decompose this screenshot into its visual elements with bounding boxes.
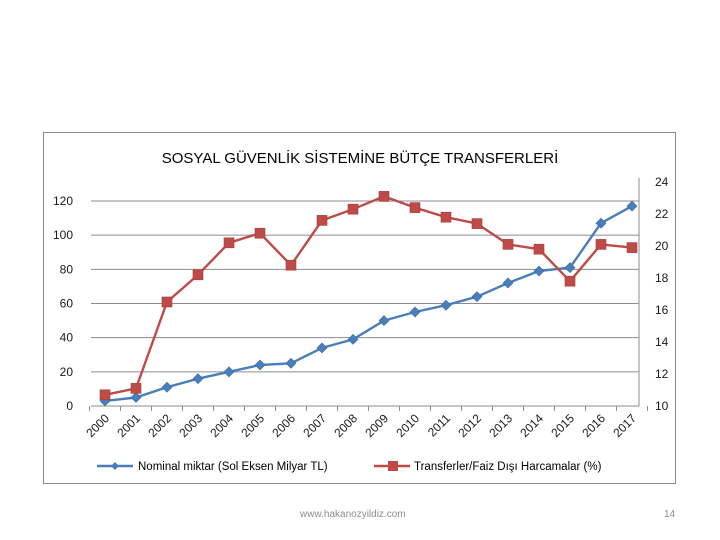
legend-marker-1 [111, 462, 119, 470]
series-1-point [286, 358, 296, 368]
series-1-point [627, 201, 637, 211]
series-2-point [224, 238, 234, 248]
left-axis-tick-label: 40 [60, 331, 74, 345]
x-axis-tick-label: 2002 [145, 411, 174, 440]
series-2-point [255, 228, 265, 238]
x-axis-tick-label: 2007 [300, 411, 329, 440]
series-1-point [410, 307, 420, 317]
right-axis-tick-label: 16 [655, 303, 669, 317]
x-axis-tick-label: 2012 [455, 411, 484, 440]
x-axis-tick-label: 2016 [579, 411, 608, 440]
left-axis-tick-label: 20 [60, 365, 74, 379]
chart-title: SOSYAL GÜVENLİK SİSTEMİNE BÜTÇE TRANSFER… [162, 149, 558, 167]
right-axis-tick-label: 22 [655, 207, 669, 221]
series-2-point [100, 390, 110, 400]
series-1-point [224, 367, 234, 377]
left-axis-tick-label: 0 [66, 399, 73, 413]
series-1-point [503, 278, 513, 288]
series-1-point [131, 392, 141, 402]
x-axis-tick-label: 2017 [610, 411, 639, 440]
x-axis-tick-label: 2003 [176, 411, 205, 440]
x-axis-tick-label: 2008 [331, 411, 360, 440]
series-2-point [317, 215, 327, 225]
x-axis-tick-label: 2001 [114, 411, 143, 440]
right-axis-tick-label: 14 [655, 335, 669, 349]
x-axis-tick-label: 2006 [269, 411, 298, 440]
series-1-point [162, 382, 172, 392]
x-axis-tick-label: 2000 [83, 411, 112, 440]
series-2-point [627, 243, 637, 253]
series-2-point [534, 244, 544, 254]
series-2-point [565, 276, 575, 286]
series-1-point [193, 374, 203, 384]
legend-marker-2 [388, 461, 398, 471]
legend-label-2: Transferler/Faiz Dışı Harcamalar (%) [414, 461, 602, 473]
x-axis-tick-label: 2009 [362, 411, 391, 440]
right-axis-tick-label: 18 [655, 271, 669, 285]
series-2-point [596, 239, 606, 249]
series-1-point [255, 360, 265, 370]
series-2-point [348, 204, 358, 214]
series-1-point [534, 266, 544, 276]
page-number: 14 [664, 509, 675, 520]
x-axis-tick-label: 2004 [207, 411, 236, 440]
series-2-point [286, 260, 296, 270]
series-2-point [410, 203, 420, 213]
series-2-point [379, 191, 389, 201]
series-2-point [193, 270, 203, 280]
series-2-point [472, 219, 482, 229]
footer-url: www.hakanozyildiz.com [300, 509, 406, 520]
left-axis-tick-label: 100 [53, 228, 73, 242]
chart-frame: SOSYAL GÜVENLİK SİSTEMİNE BÜTÇE TRANSFER… [43, 132, 676, 484]
series-1-point [441, 300, 451, 310]
series-1-point [472, 292, 482, 302]
series-line-2 [105, 196, 632, 394]
x-axis-tick-label: 2005 [238, 411, 267, 440]
series-2-point [441, 212, 451, 222]
x-axis-tick-label: 2011 [425, 411, 453, 439]
series-2-point [503, 239, 513, 249]
legend-label-1: Nominal miktar (Sol Eksen Milyar TL) [138, 461, 328, 473]
series-2-point [162, 297, 172, 307]
left-axis-tick-label: 60 [60, 297, 74, 311]
right-axis-tick-label: 10 [655, 399, 669, 413]
series-2-point [131, 383, 141, 393]
x-axis-tick-label: 2013 [486, 411, 515, 440]
x-axis-tick-label: 2015 [548, 411, 577, 440]
left-axis-tick-label: 120 [53, 194, 73, 208]
right-axis-tick-label: 12 [655, 367, 669, 381]
left-axis-tick-label: 80 [60, 262, 74, 276]
series-1-point [317, 343, 327, 353]
right-axis-tick-label: 20 [655, 239, 669, 253]
x-axis-tick-label: 2010 [393, 411, 422, 440]
chart-svg: SOSYAL GÜVENLİK SİSTEMİNE BÜTÇE TRANSFER… [44, 133, 677, 485]
x-axis-tick-label: 2014 [517, 411, 546, 440]
right-axis-tick-label: 24 [655, 175, 669, 189]
